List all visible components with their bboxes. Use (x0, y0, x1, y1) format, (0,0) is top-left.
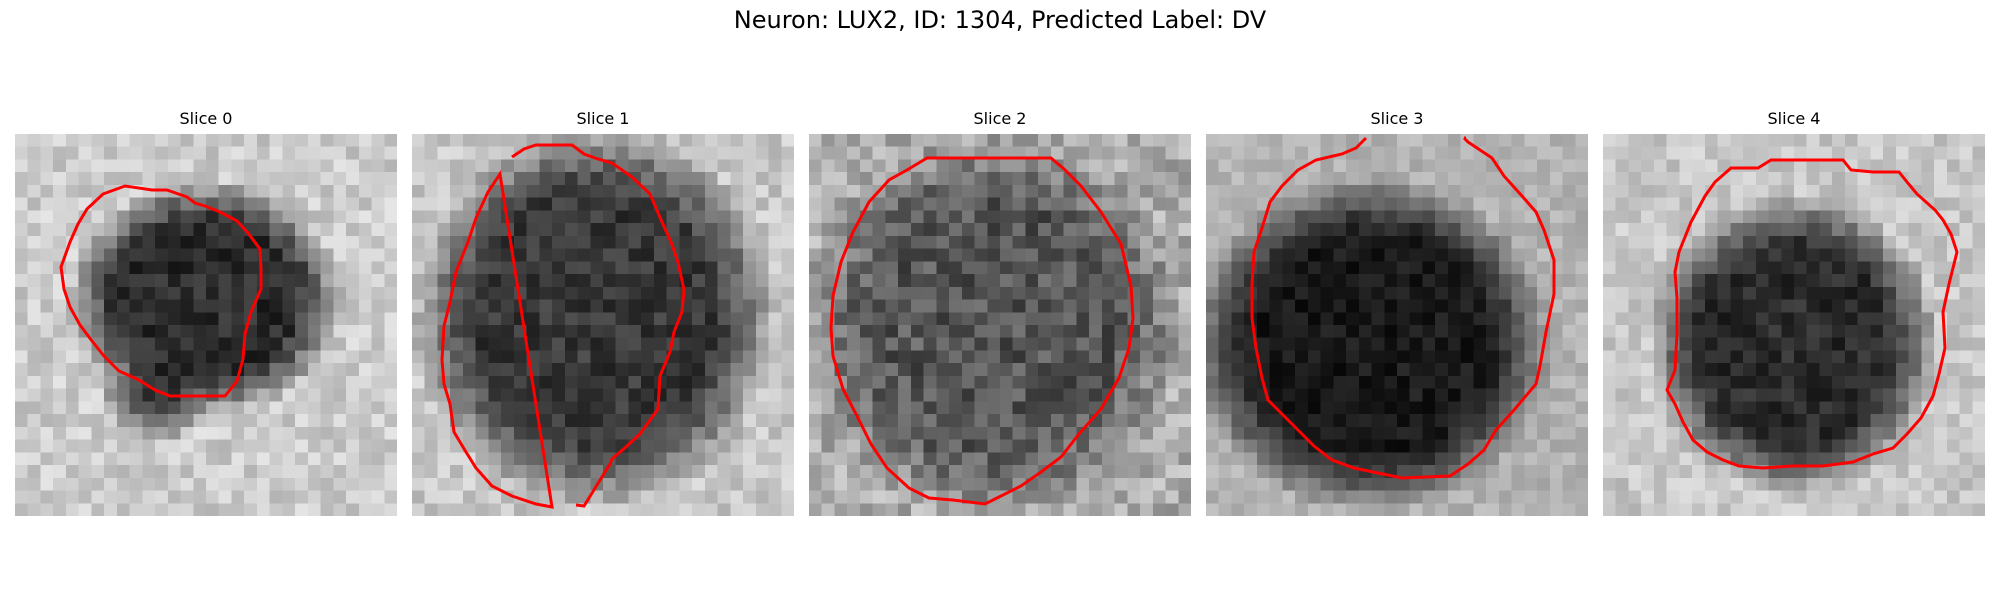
slice-panel-1: Slice 1 (412, 108, 794, 516)
segmentation-contour (1665, 158, 1959, 470)
slice-title: Slice 2 (973, 109, 1027, 128)
slice-title: Slice 1 (576, 109, 630, 128)
slice-title: Slice 4 (1767, 109, 1821, 128)
segmentation-contour (440, 143, 686, 509)
slice-panel-0: Slice 0 (15, 108, 397, 516)
slice-image (15, 134, 397, 516)
slice-image (412, 134, 794, 516)
figure-title: Neuron: LUX2, ID: 1304, Predicted Label:… (733, 6, 1267, 34)
segmentation-contour (829, 156, 1135, 506)
slice-title: Slice 3 (1370, 109, 1424, 128)
slice-image (809, 134, 1191, 516)
segmentation-contour (1250, 136, 1556, 480)
slice-panel-2: Slice 2 (809, 108, 1191, 516)
segmentation-contour (59, 184, 263, 398)
slice-panel-3: Slice 3 (1206, 108, 1588, 516)
slice-panel-4: Slice 4 (1603, 108, 1985, 516)
slice-title: Slice 0 (179, 109, 233, 128)
